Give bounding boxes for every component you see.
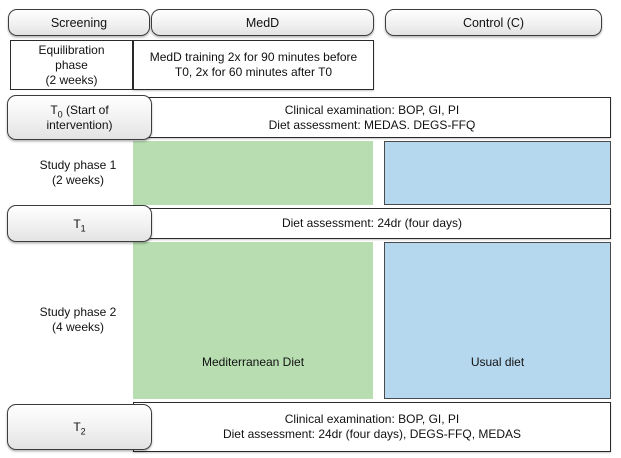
medd-training-box: MedD training 2x for 90 minutes before T… [133, 40, 374, 90]
study-phase2-label-line2: (4 weeks) [51, 320, 104, 334]
phase1-control-block [384, 141, 611, 205]
t1-label-sub: 1 [80, 222, 86, 233]
t2-label-prefix: T [73, 420, 81, 434]
t1-assessment-line1: Diet assessment: 24dr (four days) [281, 216, 463, 230]
medd-phase-label: MedD [245, 15, 280, 30]
medd-training-line1: MedD training 2x for 90 minutes before [149, 50, 358, 64]
screening-phase-label: Screening [50, 15, 108, 30]
t0-assessment-line2: Diet assessment: MEDAS. DEGS-FFQ [268, 117, 476, 132]
study-phase1-label-line1: Study phase 1 [39, 158, 117, 172]
mediterranean-diet-label: Mediterranean Diet [201, 355, 305, 369]
equilibration-label-line2: phase [55, 57, 88, 72]
equilibration-label-line1: Equilibration [38, 42, 105, 57]
equilibration-label-line3: (2 weeks) [45, 72, 98, 87]
t0-assessment-bar: Clinical examination: BOP, GI, PI Diet a… [133, 97, 611, 138]
screening-phase-bar: Screening [8, 9, 150, 36]
t0-label-prefix: T [50, 102, 58, 117]
t1-label-prefix: T [73, 216, 81, 231]
study-phase1-label: Study phase 1 (2 weeks) [8, 158, 148, 188]
t1-assessment-bar: Diet assessment: 24dr (four days) [133, 208, 611, 239]
t1-milestone-box: T1 [7, 205, 152, 242]
t2-assessment-bar: Clinical examination: BOP, GI, PI Diet a… [133, 402, 611, 452]
t2-assessment-line2: Diet assessment: 24dr (four days), DEGS-… [222, 427, 522, 441]
medd-training-line2: T0, 2x for 60 minutes after T0 [174, 65, 333, 79]
control-phase-bar: Control (C) [385, 9, 602, 36]
phase1-medd-block [133, 141, 373, 205]
study-phase1-label-line2: (2 weeks) [51, 173, 104, 187]
t0-label-suffix: (Start of intervention) [46, 102, 113, 132]
study-phase2-label-line1: Study phase 2 [39, 305, 117, 319]
t0-assessment-line1: Clinical examination: BOP, GI, PI [284, 102, 460, 117]
phase2-control-block [384, 242, 611, 399]
control-phase-label: Control (C) [462, 15, 525, 30]
phase2-medd-block [133, 242, 373, 399]
study-phase2-label: Study phase 2 (4 weeks) [8, 305, 148, 335]
usual-diet-label: Usual diet [470, 355, 525, 369]
equilibration-label-box: Equilibration phase (2 weeks) [10, 40, 133, 90]
t0-milestone-box: T0 (Start of intervention) [7, 95, 152, 140]
t2-milestone-box: T2 [7, 404, 152, 450]
t0-label-sub: 0 [57, 108, 63, 119]
t2-assessment-line1: Clinical examination: BOP, GI, PI [284, 412, 460, 426]
medd-phase-bar: MedD [151, 9, 374, 36]
t2-label-sub: 2 [80, 426, 86, 437]
